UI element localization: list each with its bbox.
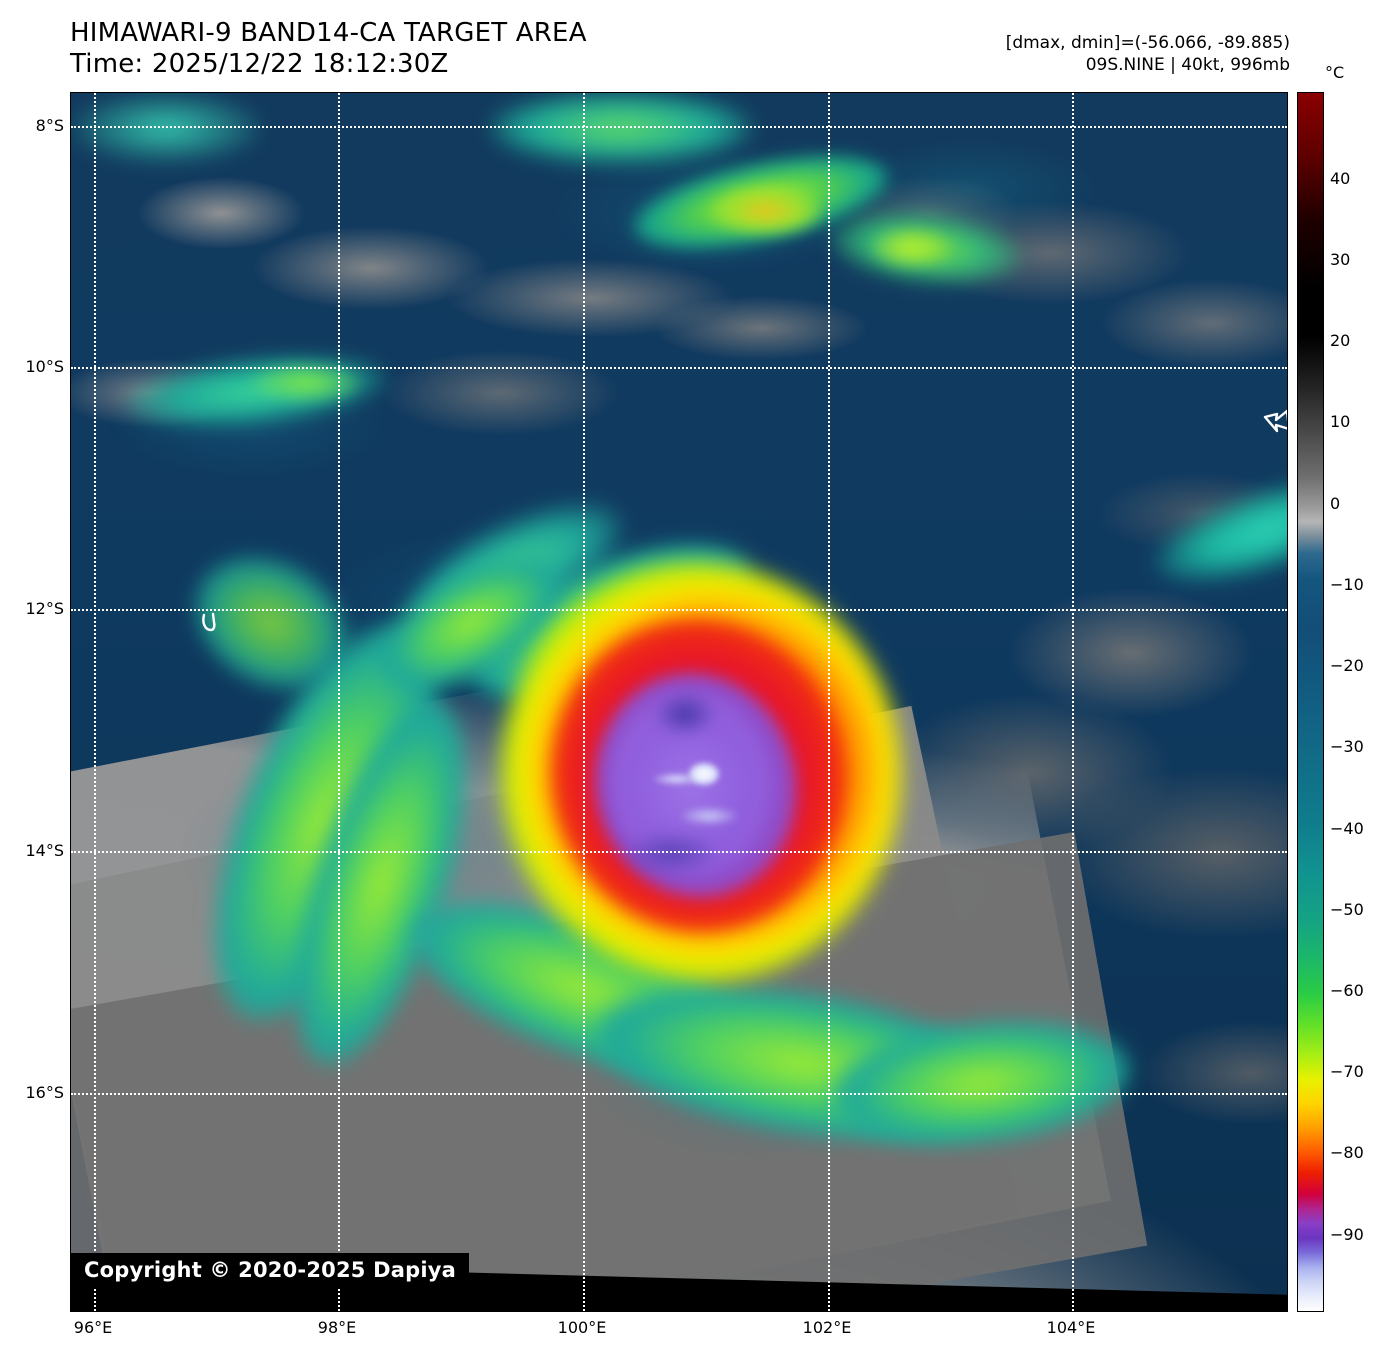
convective-cell-north-top [491, 93, 751, 163]
convective-core-west [251, 363, 361, 403]
gridline-lon-102 [828, 93, 830, 1311]
lon-tick-96e: 96°E [73, 1318, 113, 1337]
cyclone-cold-spot-north [656, 693, 714, 735]
cbar-tick-m20: −20 [1330, 656, 1364, 675]
lat-tick-16s: 16°S [25, 1083, 64, 1102]
cyclone-cold-spot-south [626, 833, 716, 873]
gridline-lat-12s [71, 609, 1287, 611]
cbar-tick-m40: −40 [1330, 819, 1364, 838]
lat-tick-10s: 10°S [25, 357, 64, 376]
page-title: HIMAWARI-9 BAND14-CA TARGET AREA [70, 18, 587, 48]
cbar-tick-m50: −50 [1330, 900, 1364, 919]
cbar-tick-0: 0 [1330, 494, 1341, 513]
convective-core-north-2 [871, 228, 951, 268]
data-range-label: [dmax, dmin]=(-56.066, -89.885) [1005, 33, 1290, 53]
storm-info-label: 09S.NINE | 40kt, 996mb [1085, 55, 1290, 75]
copyright-label: Copyright © 2020-2025 Dapiya [71, 1253, 469, 1289]
gridline-lat-16s [71, 1093, 1287, 1095]
temperature-colorbar[interactable] [1297, 92, 1324, 1312]
plot-raster: Copyright © 2020-2025 Dapiya [71, 93, 1287, 1311]
cbar-tick-m30: −30 [1330, 737, 1364, 756]
cbar-tick-m10: −10 [1330, 575, 1364, 594]
cbar-tick-m90: −90 [1330, 1225, 1364, 1244]
satellite-image-plot[interactable]: Copyright © 2020-2025 Dapiya [70, 92, 1288, 1312]
christmas-island-coastline-icon [1263, 409, 1287, 433]
timestamp-label: Time: 2025/12/22 18:12:30Z [70, 49, 449, 79]
cbar-tick-40: 40 [1330, 169, 1351, 188]
cyclone-coldest-streak-south [681, 808, 737, 824]
lon-tick-100e: 100°E [557, 1318, 607, 1337]
lat-tick-12s: 12°S [25, 599, 64, 618]
lat-tick-14s: 14°S [25, 841, 64, 860]
colorbar-unit-label: °C [1325, 63, 1345, 82]
gridline-lon-98 [338, 93, 340, 1311]
lat-tick-8s: 8°S [35, 116, 64, 135]
cyclone-coldest-center [689, 763, 719, 785]
gridline-lat-10s [71, 367, 1287, 369]
cbar-tick-m70: −70 [1330, 1062, 1364, 1081]
header-title-block: HIMAWARI-9 BAND14-CA TARGET AREA Time: 2… [70, 18, 587, 80]
cbar-tick-20: 20 [1330, 331, 1351, 350]
convective-cell-northwest-corner [71, 93, 261, 163]
gridline-lon-96 [94, 93, 96, 1311]
cocos-keeling-islands-coastline-icon [202, 612, 216, 632]
cbar-tick-m80: −80 [1330, 1143, 1364, 1162]
gridline-lon-100 [583, 93, 585, 1311]
metadata-block: [dmax, dmin]=(-56.066, -89.885) 09S.NINE… [1006, 32, 1290, 76]
lon-tick-102e: 102°E [802, 1318, 852, 1337]
lon-tick-98e: 98°E [317, 1318, 357, 1337]
cbar-tick-m60: −60 [1330, 981, 1364, 1000]
lon-tick-104e: 104°E [1046, 1318, 1096, 1337]
gridline-lat-14s [71, 851, 1287, 853]
convective-core-north-1 [711, 188, 821, 234]
cbar-tick-10: 10 [1330, 412, 1351, 431]
gridline-lon-104 [1072, 93, 1074, 1311]
cbar-tick-30: 30 [1330, 250, 1351, 269]
gridline-lat-8s [71, 126, 1287, 128]
tropical-cyclone-core [473, 537, 929, 1009]
